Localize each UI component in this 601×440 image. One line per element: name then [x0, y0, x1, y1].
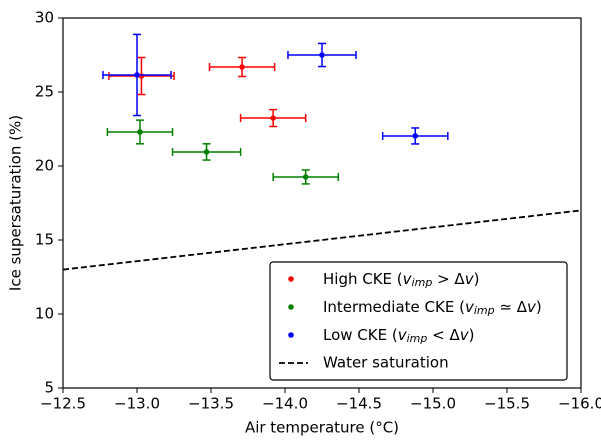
x-tick-label: −13.0	[114, 395, 160, 413]
data-point	[412, 133, 419, 139]
y-tick-label: 10	[35, 305, 54, 323]
legend-label: High CKE (vimp > Δv)	[323, 270, 479, 290]
y-tick-label: 20	[35, 157, 54, 175]
reference-line	[62, 209, 582, 271]
data-point	[134, 72, 140, 78]
data-point	[319, 52, 325, 58]
legend-marker	[288, 332, 294, 338]
x-tick-label: −16.0	[558, 395, 601, 413]
x-tick-label: −15.5	[484, 395, 530, 413]
legend-label: Low CKE (vimp < Δv)	[323, 326, 475, 346]
y-axis-label: Ice supersaturation (%)	[7, 115, 25, 291]
x-tick-label: −14.0	[262, 395, 308, 413]
y-tick-label: 15	[35, 231, 54, 249]
legend-frame	[269, 261, 568, 381]
y-tick-label: 5	[44, 379, 54, 397]
legend-marker	[288, 304, 294, 310]
x-tick-label: −12.5	[40, 395, 86, 413]
data-point	[302, 174, 309, 180]
legend-label: Intermediate CKE (vimp ≃ Δv)	[323, 298, 542, 318]
plot-frame	[62, 17, 582, 389]
y-tick-label: 25	[35, 83, 54, 101]
data-point	[239, 64, 245, 70]
data-point	[270, 115, 276, 121]
x-axis-label: Air temperature (°C)	[245, 419, 399, 437]
legend-marker	[288, 276, 294, 282]
x-tick-label: −14.5	[336, 395, 382, 413]
x-tick-label: −15.0	[410, 395, 456, 413]
data-point	[137, 129, 143, 135]
data-point	[203, 149, 210, 155]
y-tick-label: 30	[35, 9, 54, 27]
legend-label: Water saturation	[323, 354, 449, 372]
x-tick-label: −13.5	[188, 395, 234, 413]
